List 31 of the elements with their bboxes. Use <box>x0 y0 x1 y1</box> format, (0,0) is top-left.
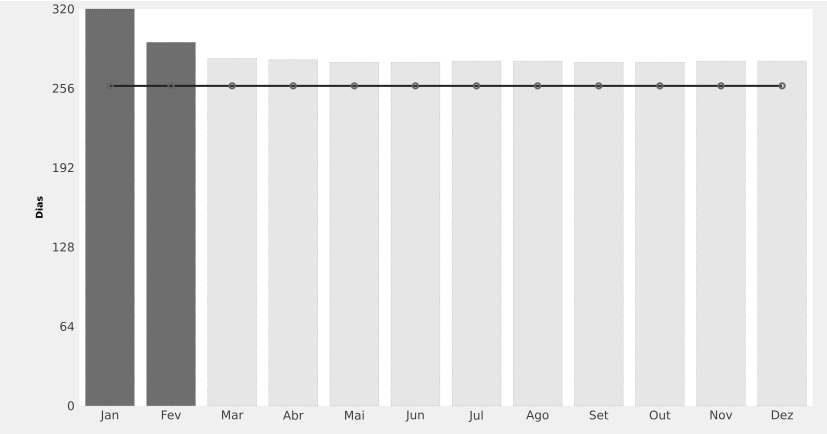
x-tick-label: Fev <box>162 410 182 420</box>
x-tick-label: Set <box>590 410 608 420</box>
x-tick-label: Jul <box>468 410 483 422</box>
x-tick-label: Jun <box>405 410 424 422</box>
y-tick-label: 64 <box>60 322 74 331</box>
y-tick-label: 0 <box>68 401 74 410</box>
x-tick-label: Mai <box>345 410 364 420</box>
bar <box>207 58 257 406</box>
x-tick-label: Out <box>650 410 670 420</box>
x-tick-label: Ago <box>526 410 549 422</box>
x-tick-label: Nov <box>710 410 732 420</box>
y-tick-label: 128 <box>53 242 74 252</box>
bar <box>757 60 807 406</box>
y-tick-label: 320 <box>52 4 74 14</box>
bar <box>146 42 196 406</box>
x-tick-label: Dez <box>772 410 793 420</box>
y-tick-label: 256 <box>52 84 74 93</box>
y-axis-title: Dias <box>36 196 43 218</box>
bar <box>452 60 502 406</box>
bar <box>268 59 318 406</box>
x-tick-label: Mar <box>222 410 244 420</box>
y-tick-label: 192 <box>53 163 74 172</box>
x-tick-label: Abr <box>282 410 304 420</box>
bar <box>85 8 135 406</box>
x-tick-label: Jan <box>100 410 118 422</box>
bar <box>635 62 685 406</box>
bar <box>330 62 380 406</box>
bar <box>574 62 624 406</box>
bar <box>512 60 562 406</box>
bar <box>390 62 440 406</box>
bar <box>696 60 746 406</box>
